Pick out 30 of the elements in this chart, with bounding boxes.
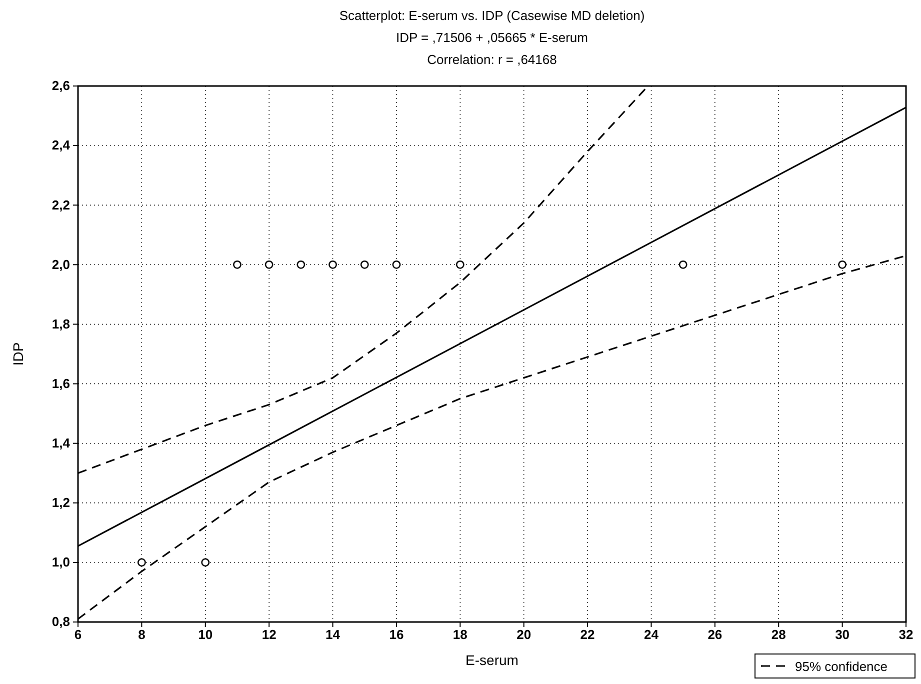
x-tick-label: 12 (262, 627, 276, 642)
x-tick-label: 32 (898, 627, 914, 642)
text: Correlation: r = ,64168 (427, 52, 557, 67)
y-tick-label: 2,4 (52, 138, 71, 153)
y-tick-label: 2,6 (52, 78, 70, 94)
y-axis-title: IDP (10, 342, 26, 366)
y-tick-label: 0,8 (52, 614, 70, 630)
x-tick-label: 6 (74, 627, 82, 642)
x-tick-label: 10 (198, 627, 213, 642)
x-tick-label: 28 (771, 627, 786, 642)
legend-label: 95% confidence (795, 659, 888, 674)
x-tick-label: 14 (326, 627, 341, 642)
y-tick-label: 1,6 (52, 376, 70, 391)
x-tick-label: 24 (644, 627, 660, 642)
chart-subtitle: IDP = ,71506 + ,05665 * E-serum (396, 30, 588, 45)
x-tick-label: 22 (580, 627, 595, 642)
x-tick-label: 26 (708, 627, 722, 642)
y-tick-label: 2,2 (52, 197, 70, 212)
y-tick-label: 1,8 (52, 316, 70, 332)
x-tick-label: 18 (452, 627, 468, 642)
y-tick-label: 1,2 (52, 495, 70, 510)
x-tick-label: 8 (138, 627, 146, 642)
y-tick-label: 1,4 (52, 435, 71, 450)
chart-title: Scatterplot: E-serum vs. IDP (Casewise MD deletion) (339, 8, 645, 23)
x-tick-label: 20 (516, 627, 532, 642)
x-tick-label: 30 (835, 627, 850, 642)
x-axis-title: E-serum (466, 652, 518, 668)
y-tick-label: 1,0 (52, 554, 70, 570)
y-tick-label: 2,0 (52, 256, 70, 272)
x-tick-label: 16 (389, 627, 404, 642)
